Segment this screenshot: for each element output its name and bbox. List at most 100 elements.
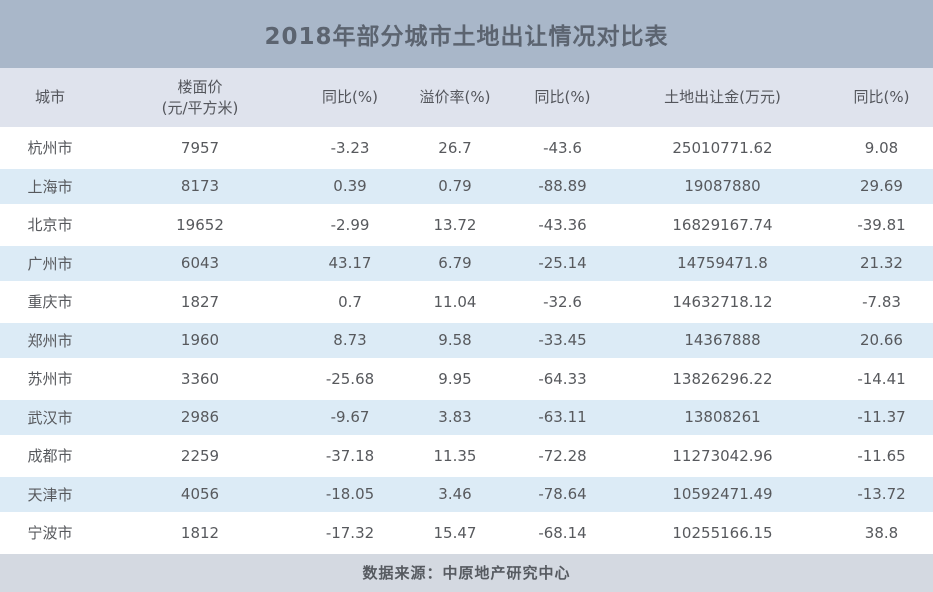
city-cell: 天津市	[0, 476, 100, 515]
value-cell: 21.32	[830, 245, 933, 284]
value-cell: 11273042.96	[615, 438, 830, 477]
city-cell: 上海市	[0, 168, 100, 207]
value-cell: -32.6	[510, 284, 615, 323]
column-header-sublabel: (元/平方米)	[161, 98, 239, 117]
value-cell: 1812	[100, 515, 300, 554]
value-cell: -88.89	[510, 168, 615, 207]
value-cell: 20.66	[830, 322, 933, 361]
value-cell: 1827	[100, 284, 300, 323]
city-cell: 杭州市	[0, 130, 100, 169]
value-cell: 19087880	[615, 168, 830, 207]
value-cell: 1960	[100, 322, 300, 361]
value-cell: 0.7	[300, 284, 400, 323]
value-cell: 43.17	[300, 245, 400, 284]
value-cell: -72.28	[510, 438, 615, 477]
value-cell: -25.68	[300, 361, 400, 400]
value-cell: 26.7	[400, 130, 510, 169]
value-cell: 14367888	[615, 322, 830, 361]
table-row: 郑州市 1960 8.73 9.58 -33.45 14367888 20.66	[0, 322, 933, 361]
table-row: 杭州市 7957 -3.23 26.7 -43.6 25010771.62 9.08	[0, 130, 933, 169]
value-cell: 13826296.22	[615, 361, 830, 400]
table-row: 上海市 8173 0.39 0.79 -88.89 19087880 29.69	[0, 168, 933, 207]
table-row: 重庆市 1827 0.7 11.04 -32.6 14632718.12 -7.83	[0, 284, 933, 323]
table-row: 成都市 2259 -37.18 11.35 -72.28 11273042.96 -11.6…	[0, 438, 933, 477]
header-row: 城市 楼面价 (元/平方米) 同比(%) 溢价率(%) 同比(%) 土地出让金(万元) 同比(…	[0, 68, 933, 130]
value-cell: 16829167.74	[615, 207, 830, 246]
value-cell: 4056	[100, 476, 300, 515]
value-cell: 11.35	[400, 438, 510, 477]
page-title: 2018年部分城市土地出让情况对比表	[264, 24, 669, 50]
column-header-label: 同比(%)	[322, 88, 378, 107]
title-bar: 2018年部分城市土地出让情况对比表	[0, 0, 933, 68]
value-cell: 15.47	[400, 515, 510, 554]
value-cell: -14.41	[830, 361, 933, 400]
table-header: 城市 楼面价 (元/平方米) 同比(%) 溢价率(%) 同比(%) 土地出让金(万元) 同比(…	[0, 68, 933, 130]
column-header-3: 溢价率(%)	[400, 68, 510, 130]
column-header-4: 同比(%)	[510, 68, 615, 130]
value-cell: 9.58	[400, 322, 510, 361]
value-cell: -11.37	[830, 399, 933, 438]
city-cell: 广州市	[0, 245, 100, 284]
value-cell: 13.72	[400, 207, 510, 246]
footer-bar: 数据来源：中原地产研究中心	[0, 553, 933, 592]
value-cell: -33.45	[510, 322, 615, 361]
value-cell: -63.11	[510, 399, 615, 438]
column-header-label: 溢价率(%)	[419, 88, 491, 107]
value-cell: 11.04	[400, 284, 510, 323]
value-cell: 3360	[100, 361, 300, 400]
value-cell: 10255166.15	[615, 515, 830, 554]
value-cell: 8.73	[300, 322, 400, 361]
value-cell: 3.46	[400, 476, 510, 515]
value-cell: -2.99	[300, 207, 400, 246]
city-cell: 成都市	[0, 438, 100, 477]
value-cell: 9.95	[400, 361, 510, 400]
table-row: 广州市 6043 43.17 6.79 -25.14 14759471.8 21.32	[0, 245, 933, 284]
value-cell: -13.72	[830, 476, 933, 515]
data-source-note: 数据来源：中原地产研究中心	[362, 564, 571, 583]
value-cell: -68.14	[510, 515, 615, 554]
table-row: 宁波市 1812 -17.32 15.47 -68.14 10255166.15 38.8	[0, 515, 933, 554]
value-cell: -18.05	[300, 476, 400, 515]
value-cell: 2259	[100, 438, 300, 477]
value-cell: -17.32	[300, 515, 400, 554]
value-cell: -37.18	[300, 438, 400, 477]
column-header-label: 城市	[34, 88, 65, 107]
value-cell: -64.33	[510, 361, 615, 400]
value-cell: 13808261	[615, 399, 830, 438]
value-cell: -25.14	[510, 245, 615, 284]
value-cell: -78.64	[510, 476, 615, 515]
value-cell: 38.8	[830, 515, 933, 554]
value-cell: 0.79	[400, 168, 510, 207]
value-cell: -39.81	[830, 207, 933, 246]
column-header-label: 土地出让金(万元)	[664, 88, 781, 107]
value-cell: -3.23	[300, 130, 400, 169]
value-cell: 14632718.12	[615, 284, 830, 323]
column-header-label: 同比(%)	[534, 88, 591, 107]
table-row: 苏州市 3360 -25.68 9.95 -64.33 13826296.22 -14.41	[0, 361, 933, 400]
value-cell: -7.83	[830, 284, 933, 323]
city-cell: 苏州市	[0, 361, 100, 400]
column-header-0: 城市	[0, 68, 100, 130]
city-cell: 郑州市	[0, 322, 100, 361]
value-cell: 6.79	[400, 245, 510, 284]
value-cell: 19652	[100, 207, 300, 246]
value-cell: 9.08	[830, 130, 933, 169]
value-cell: 0.39	[300, 168, 400, 207]
column-header-2: 同比(%)	[300, 68, 400, 130]
city-cell: 重庆市	[0, 284, 100, 323]
city-cell: 宁波市	[0, 515, 100, 554]
value-cell: -9.67	[300, 399, 400, 438]
column-header-5: 土地出让金(万元)	[615, 68, 830, 130]
column-header-label: 同比(%)	[853, 88, 910, 107]
value-cell: 10592471.49	[615, 476, 830, 515]
value-cell: 6043	[100, 245, 300, 284]
value-cell: 7957	[100, 130, 300, 169]
table-row: 天津市 4056 -18.05 3.46 -78.64 10592471.49 -13.72	[0, 476, 933, 515]
city-cell: 武汉市	[0, 399, 100, 438]
value-cell: 25010771.62	[615, 130, 830, 169]
value-cell: -11.65	[830, 438, 933, 477]
value-cell: -43.36	[510, 207, 615, 246]
value-cell: 8173	[100, 168, 300, 207]
value-cell: -43.6	[510, 130, 615, 169]
table-row: 武汉市 2986 -9.67 3.83 -63.11 13808261 -11.37	[0, 399, 933, 438]
